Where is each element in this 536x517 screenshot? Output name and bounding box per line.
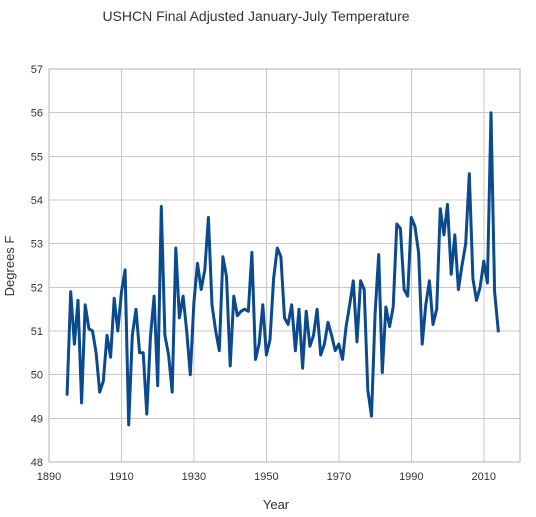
y-tick-label: 51 (31, 326, 43, 338)
x-tick-label: 1890 (37, 471, 61, 483)
y-tick-label: 54 (31, 195, 43, 207)
y-tick-label: 50 (31, 370, 43, 382)
x-tick-label: 1990 (399, 471, 423, 483)
x-tick-label: 1910 (109, 471, 133, 483)
y-tick-label: 52 (31, 282, 43, 294)
y-tick-label: 53 (31, 239, 43, 251)
y-tick-label: 48 (31, 457, 43, 469)
y-axis-label: Degrees F (2, 236, 17, 297)
y-tick-label: 57 (31, 64, 43, 76)
x-tick-label: 1970 (327, 471, 351, 483)
y-tick-label: 56 (31, 108, 43, 120)
y-tick-label: 49 (31, 413, 43, 425)
x-axis-label: Year (263, 497, 290, 512)
x-tick-label: 1950 (254, 471, 278, 483)
x-tick-label: 2010 (472, 471, 496, 483)
chart-title: USHCN Final Adjusted January-July Temper… (102, 8, 409, 24)
x-tick-label: 1930 (182, 471, 206, 483)
temperature-series-line (65, 111, 500, 427)
y-tick-label: 55 (31, 151, 43, 163)
tick-labels: 48 49 50 51 52 53 54 55 56 57 1890 1910 1930 1950 1970… (31, 64, 496, 483)
plot-area (48, 68, 521, 463)
